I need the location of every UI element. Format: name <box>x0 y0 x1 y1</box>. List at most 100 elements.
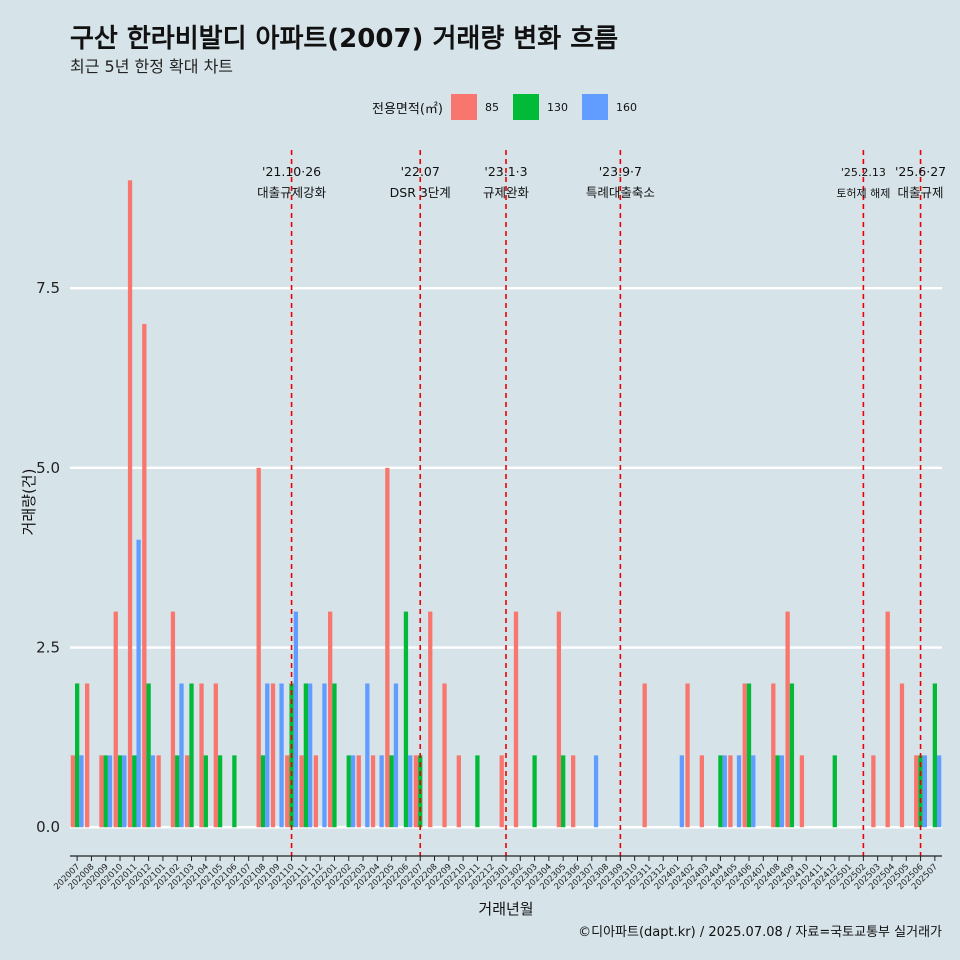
bar-85-202506 <box>914 755 919 828</box>
bar-85-202102 <box>170 611 176 828</box>
bar-130-202202 <box>346 755 351 828</box>
bar-130-202409 <box>789 683 795 828</box>
chart-subtitle: 최근 5년 한정 확대 차트 <box>70 57 234 76</box>
bar-85-202008 <box>85 683 90 828</box>
bar-160-202408 <box>779 755 785 828</box>
legend-label-160: 160 <box>615 100 637 114</box>
bar-130-202507 <box>932 683 937 828</box>
bar-85-202207 <box>413 755 419 828</box>
bar-85-202011 <box>127 180 133 828</box>
chart-title: 구산 한라비발디 아파트(2007) 거래량 변화 흐름 <box>70 24 619 54</box>
bar-130-202303 <box>532 755 537 828</box>
y-tick-label: 0.0 <box>36 818 60 836</box>
event-label: DSR 3단계 <box>390 185 451 200</box>
legend-title: 전용면적(㎡) <box>372 101 443 117</box>
bar-85-202105 <box>213 683 218 828</box>
bar-160-202405 <box>736 755 742 828</box>
bar-85-202012 <box>142 324 147 828</box>
event-date-label: '23.9·7 <box>599 164 642 179</box>
bars <box>70 180 942 828</box>
bar-85-202403 <box>699 755 704 828</box>
event-date-label: '22.07 <box>401 164 440 179</box>
bar-130-202206 <box>403 611 409 828</box>
event-label: 토허제 해제 <box>836 186 890 200</box>
bar-160-202307 <box>593 755 599 828</box>
event-label: 특례대출축소 <box>586 185 655 200</box>
bar-130-202201 <box>332 683 337 828</box>
bar-85-202402 <box>685 683 690 828</box>
bar-85-202205 <box>385 467 390 828</box>
bar-130-202010 <box>117 755 123 828</box>
bar-130-202011 <box>132 755 137 828</box>
event-label: 규제완화 <box>483 185 530 200</box>
event-lines: '21.10·26 대출규제강화 '22.07 DSR 3단계 '23.1·3 규제완화 '… <box>257 150 946 856</box>
bar-85-202505 <box>899 683 905 828</box>
bar-130-202406 <box>746 683 752 828</box>
bar-160-202202 <box>350 755 356 828</box>
bar-160-202203 <box>365 683 370 828</box>
x-axis-title: 거래년월 <box>478 900 533 918</box>
bar-85-202301 <box>499 755 504 828</box>
y-tick-label: 7.5 <box>36 279 60 297</box>
bar-85-202305 <box>556 611 562 828</box>
bar-130-202104 <box>203 755 208 828</box>
y-axis-title: 거래량(건) <box>20 469 38 536</box>
legend-key-130 <box>512 94 539 120</box>
bar-85-202406 <box>742 683 747 828</box>
legend-key-85 <box>450 94 477 120</box>
bar-130-202205 <box>389 755 394 828</box>
bar-160-202205 <box>393 683 399 828</box>
bar-85-202009 <box>99 755 104 828</box>
legend: 전용면적(㎡) 85 130 160 <box>372 93 651 121</box>
bar-85-202110 <box>285 755 290 828</box>
bar-85-202112 <box>313 755 319 828</box>
bar-160-202109 <box>279 683 284 828</box>
bar-85-202409 <box>785 611 790 828</box>
bar-160-202507 <box>937 755 942 828</box>
axes: 2020072020082020092020102020112020122021… <box>52 855 942 892</box>
bar-85-202302 <box>513 611 519 828</box>
legend-label-85: 85 <box>484 100 499 114</box>
bar-85-202104 <box>199 683 204 828</box>
bar-160-202110 <box>293 611 299 828</box>
bar-85-202007 <box>70 755 75 828</box>
bar-85-202111 <box>299 755 304 828</box>
bar-160-202404 <box>722 755 727 828</box>
bar-85-202209 <box>442 683 447 828</box>
bar-160-202401 <box>679 755 684 828</box>
bar-85-202204 <box>370 755 376 828</box>
bar-85-202311 <box>642 683 647 828</box>
bar-130-202211 <box>475 755 480 828</box>
bar-85-202410 <box>799 755 805 828</box>
bar-130-202106 <box>232 755 237 828</box>
bar-130-202404 <box>718 755 723 828</box>
bar-85-202405 <box>728 755 733 828</box>
y-tick-label: 5.0 <box>36 459 60 477</box>
event-date-label: '23.1·3 <box>484 164 527 179</box>
bar-85-202208 <box>428 611 433 828</box>
bar-130-202102 <box>175 755 180 828</box>
bar-85-202101 <box>156 755 161 828</box>
event-date-label: '21.10·26 <box>262 164 321 179</box>
bar-130-202103 <box>189 683 194 828</box>
bar-130-202111 <box>303 683 309 828</box>
bar-85-202109 <box>270 683 276 828</box>
y-tick-label: 2.5 <box>36 639 60 657</box>
bar-85-202408 <box>771 683 776 828</box>
bar-160-202010 <box>122 755 127 828</box>
bar-160-202007 <box>79 755 84 828</box>
bar-130-202012 <box>146 683 151 828</box>
bar-130-202108 <box>260 755 266 828</box>
bar-130-202412 <box>832 755 837 828</box>
caption: ©디아파트(dapt.kr) / 2025.07.08 / 자료=국토교통부 실… <box>578 925 942 940</box>
bar-160-202206 <box>408 755 413 828</box>
bar-130-202305 <box>561 755 566 828</box>
bar-85-202203 <box>356 755 361 828</box>
bar-160-202102 <box>179 683 184 828</box>
bar-130-202009 <box>103 755 108 828</box>
event-label: 대출규제 <box>898 185 944 200</box>
legend-label-130: 130 <box>546 100 568 114</box>
bar-85-202306 <box>571 755 576 828</box>
bar-130-202408 <box>775 755 780 828</box>
bar-85-202103 <box>185 755 190 828</box>
